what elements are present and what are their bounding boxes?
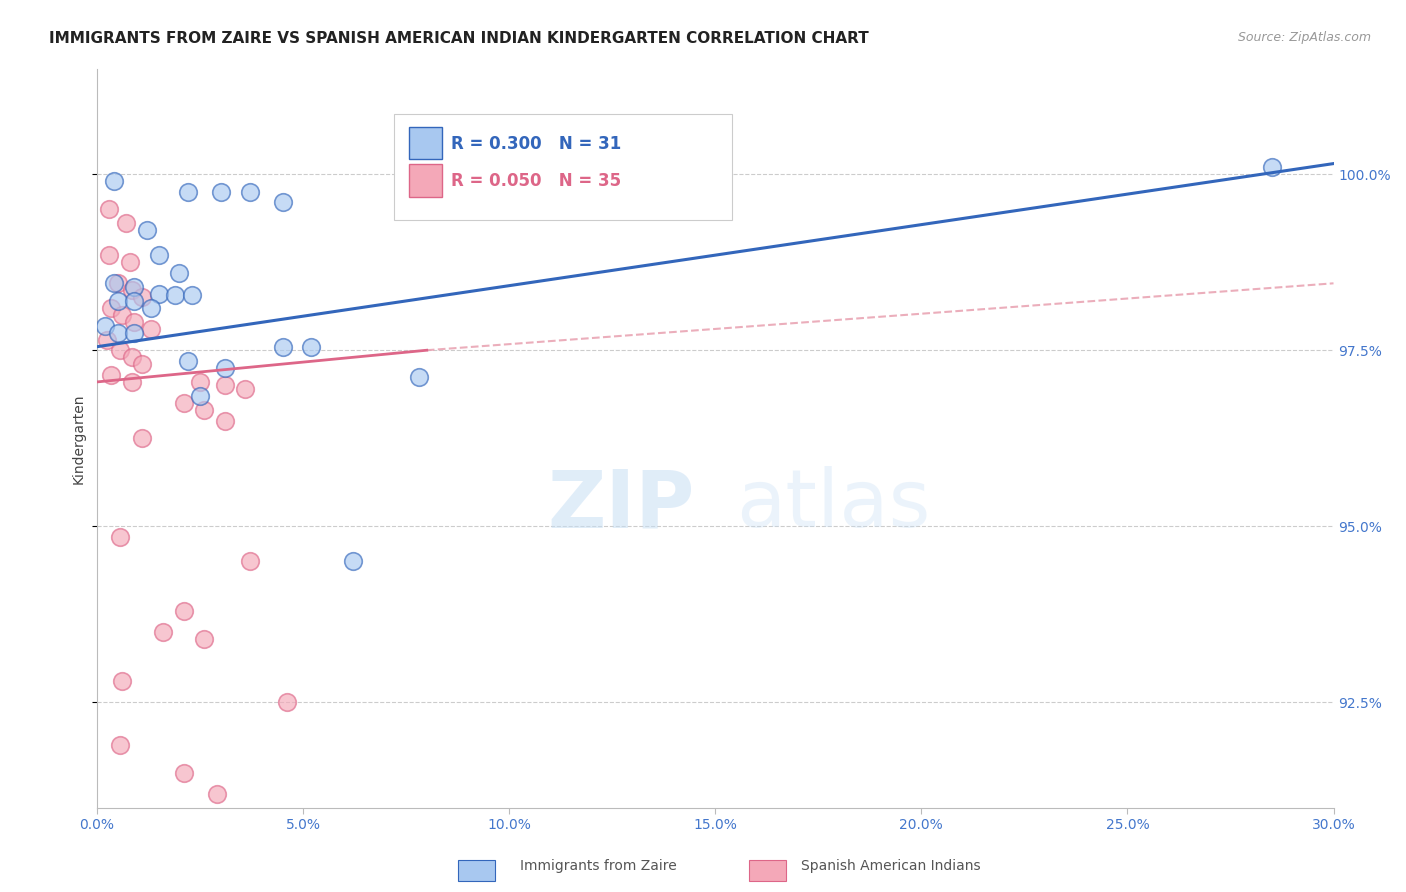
Point — [408, 370, 430, 384]
Point — [115, 217, 138, 231]
Point — [152, 624, 174, 639]
Point — [193, 403, 215, 417]
Point — [96, 333, 118, 347]
Point — [173, 396, 195, 410]
Point — [238, 185, 260, 199]
Point — [214, 360, 236, 375]
Point — [108, 343, 131, 358]
Point — [238, 554, 260, 568]
Point — [107, 293, 129, 308]
Point — [118, 255, 141, 269]
Point — [94, 318, 117, 333]
Point — [122, 326, 145, 340]
Point — [342, 554, 364, 568]
Text: IMMIGRANTS FROM ZAIRE VS SPANISH AMERICAN INDIAN KINDERGARTEN CORRELATION CHART: IMMIGRANTS FROM ZAIRE VS SPANISH AMERICA… — [49, 31, 869, 46]
Point — [148, 248, 170, 262]
Point — [107, 326, 129, 340]
Point — [1260, 160, 1282, 174]
Point — [100, 368, 122, 382]
Point — [98, 248, 121, 262]
Point — [131, 431, 153, 445]
Point — [122, 315, 145, 329]
Point — [122, 280, 145, 294]
Point — [111, 674, 134, 689]
Point — [148, 286, 170, 301]
Point — [139, 301, 162, 315]
Point — [271, 340, 294, 354]
Text: Spanish American Indians: Spanish American Indians — [801, 859, 981, 872]
Point — [122, 293, 145, 308]
Point — [214, 378, 236, 392]
Point — [135, 223, 157, 237]
Point — [111, 308, 134, 322]
Point — [271, 195, 294, 210]
Point — [205, 787, 228, 801]
Text: atlas: atlas — [735, 467, 931, 544]
Point — [177, 353, 200, 368]
FancyBboxPatch shape — [394, 114, 731, 220]
Point — [131, 290, 153, 304]
Point — [121, 284, 143, 298]
FancyBboxPatch shape — [409, 127, 441, 160]
Point — [276, 695, 298, 709]
Point — [131, 357, 153, 371]
Text: Immigrants from Zaire: Immigrants from Zaire — [520, 859, 676, 872]
Point — [103, 277, 125, 291]
Point — [165, 288, 187, 302]
Point — [108, 530, 131, 544]
Text: R = 0.300   N = 31: R = 0.300 N = 31 — [451, 135, 621, 153]
Point — [173, 765, 195, 780]
Point — [209, 185, 232, 199]
Point — [180, 288, 202, 302]
Point — [169, 266, 191, 280]
Point — [177, 185, 200, 199]
Point — [103, 174, 125, 188]
Point — [139, 322, 162, 336]
Point — [108, 738, 131, 752]
Point — [188, 375, 211, 389]
Point — [121, 351, 143, 365]
Point — [121, 375, 143, 389]
Point — [98, 202, 121, 217]
Text: ZIP: ZIP — [547, 467, 695, 544]
Point — [188, 389, 211, 403]
Point — [193, 632, 215, 646]
Point — [299, 340, 322, 354]
FancyBboxPatch shape — [409, 164, 441, 197]
Point — [100, 301, 122, 315]
Point — [173, 604, 195, 618]
Text: R = 0.050   N = 35: R = 0.050 N = 35 — [451, 172, 621, 190]
Point — [214, 414, 236, 428]
Text: Source: ZipAtlas.com: Source: ZipAtlas.com — [1237, 31, 1371, 45]
Point — [107, 277, 129, 291]
Point — [235, 382, 257, 396]
Y-axis label: Kindergarten: Kindergarten — [72, 393, 86, 483]
